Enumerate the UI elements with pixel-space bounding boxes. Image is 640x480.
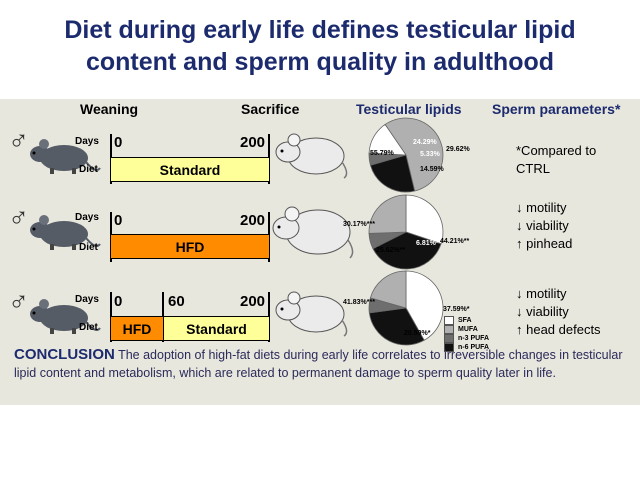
pie-label: 6.53%* [419, 312, 442, 319]
param-line: ↓ viability [516, 304, 569, 319]
diet-bar-standard: Standard [110, 157, 270, 182]
pie-label: 25.62%** [376, 247, 406, 254]
legend-item: n-3 PUFA [444, 334, 489, 343]
pie-label: 5.33% [420, 151, 440, 158]
pie-label: 55.79% [370, 150, 394, 157]
pie-slice [368, 194, 407, 234]
days-end: 200 [240, 212, 266, 229]
pie-extra-label: 37.59%* [443, 306, 470, 313]
title-line-2: content and sperm quality in adulthood [85, 48, 555, 76]
pie-label: 30.17%*** [343, 221, 375, 228]
conclusion-body: The adoption of high-fat diets during ea… [14, 348, 623, 380]
male-symbol-icon: ♂ [8, 201, 29, 232]
pie-chart-row-2 [368, 194, 444, 270]
param-line: ↑ pinhead [516, 236, 573, 251]
adult-mouse-icon [272, 206, 354, 259]
diet-bar-standard: Standard [163, 316, 270, 341]
pie-label: 24.29% [413, 139, 437, 146]
param-line: ↓ motility [516, 286, 567, 301]
days-end: 200 [240, 293, 266, 310]
pie-slice [368, 123, 407, 156]
diet-bar-hfd: HFD [110, 316, 164, 341]
legend-swatch [444, 316, 454, 325]
pie-legend: SFA MUFA n-3 PUFA n-6 PUFA [444, 316, 489, 352]
pie-chart-row-1 [368, 117, 444, 193]
days-label: Days [75, 212, 99, 223]
days-start: 0 [114, 134, 123, 151]
days-mid: 60 [168, 293, 185, 310]
pie-slice [368, 307, 425, 346]
pie-slice [369, 154, 416, 193]
param-line: ↓ viability [516, 218, 569, 233]
pie-label: 41.83%*** [343, 299, 375, 306]
legend-label: n-6 PUFA [458, 344, 490, 351]
young-mouse-icon [30, 299, 101, 334]
days-end: 200 [240, 134, 266, 151]
legend-swatch [444, 343, 454, 352]
pie-slice [369, 270, 407, 309]
pie-slice [405, 194, 444, 245]
male-symbol-icon: ♂ [8, 124, 29, 155]
pie-label: 14.59% [420, 166, 444, 173]
diet-bar-hfd: HFD [110, 234, 270, 259]
legend-label: SFA [458, 317, 472, 324]
diet-label: Diet [79, 242, 98, 253]
legend-item: SFA [444, 316, 489, 325]
param-line: *Compared to [516, 143, 597, 158]
pie-chart-row-3 [368, 270, 444, 346]
legend-swatch [444, 325, 454, 334]
days-start: 0 [114, 212, 123, 229]
pie-label: 6.81%* [416, 240, 439, 247]
param-line: CTRL [516, 161, 550, 176]
pie-extra-label: 44.21%** [440, 238, 470, 245]
conclusion-text: CONCLUSION The adoption of high-fat diet… [14, 346, 624, 382]
sperm-params-row-3: ↓ motility ↓ viability ↑ head defects [516, 285, 601, 339]
legend-swatch [444, 334, 454, 343]
page-title: Diet during early life defines testicula… [0, 14, 640, 78]
days-label: Days [75, 294, 99, 305]
header-weaning: Weaning [80, 101, 139, 117]
sperm-params-row-2: ↓ motility ↓ viability ↑ pinhead [516, 199, 572, 253]
header-sperm-parameters: Sperm parameters* [492, 101, 621, 117]
pie-slice [372, 231, 442, 270]
title-line-1: Diet during early life defines testicula… [64, 16, 576, 44]
pie-extra-label: 29.62% [446, 146, 470, 153]
pie-slice [384, 117, 444, 192]
legend-item: MUFA [444, 325, 489, 334]
sperm-params-row-1: *Compared to CTRL [516, 142, 596, 178]
legend-label: MUFA [458, 326, 478, 333]
days-start: 0 [114, 293, 123, 310]
legend-item: n-6 PUFA [444, 343, 489, 352]
conclusion-heading: CONCLUSION [14, 346, 115, 363]
legend-label: n-3 PUFA [458, 335, 490, 342]
pie-label: 31.06%* [412, 295, 439, 302]
male-symbol-icon: ♂ [8, 285, 29, 316]
young-mouse-icon [30, 139, 101, 174]
pie-label: 37.40%*** [409, 222, 441, 229]
diet-label: Diet [79, 164, 98, 175]
adult-mouse-icon [275, 291, 348, 337]
days-label: Days [75, 136, 99, 147]
param-line: ↑ head defects [516, 322, 601, 337]
header-sacrifice: Sacrifice [241, 101, 300, 117]
young-mouse-icon [30, 215, 101, 250]
header-testicular-lipids: Testicular lipids [356, 101, 462, 117]
adult-mouse-icon [275, 133, 348, 179]
diet-label: Diet [79, 322, 98, 333]
param-line: ↓ motility [516, 200, 567, 215]
pie-label: 20.59%* [404, 330, 431, 337]
pie-slice [405, 270, 444, 341]
